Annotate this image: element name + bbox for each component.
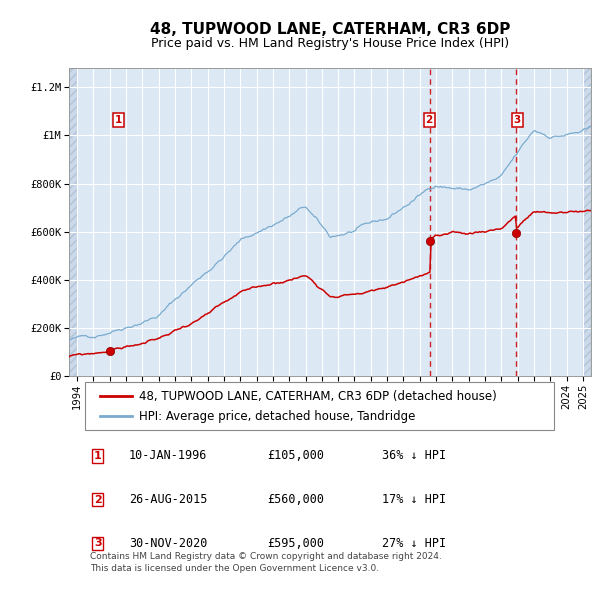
Text: 1: 1 <box>94 451 101 461</box>
Text: 36% ↓ HPI: 36% ↓ HPI <box>382 450 446 463</box>
Text: 2: 2 <box>94 494 101 504</box>
Bar <box>69 68 77 376</box>
Text: 3: 3 <box>94 539 101 549</box>
Text: 48, TUPWOOD LANE, CATERHAM, CR3 6DP: 48, TUPWOOD LANE, CATERHAM, CR3 6DP <box>150 22 510 37</box>
Text: 48, TUPWOOD LANE, CATERHAM, CR3 6DP (detached house): 48, TUPWOOD LANE, CATERHAM, CR3 6DP (det… <box>139 389 497 402</box>
Text: 30-NOV-2020: 30-NOV-2020 <box>129 537 208 550</box>
Bar <box>69 68 77 376</box>
Bar <box>583 68 591 376</box>
Text: £105,000: £105,000 <box>268 450 325 463</box>
Text: 10-JAN-1996: 10-JAN-1996 <box>129 450 208 463</box>
Text: £560,000: £560,000 <box>268 493 325 506</box>
Text: 2: 2 <box>425 114 433 124</box>
Text: 17% ↓ HPI: 17% ↓ HPI <box>382 493 446 506</box>
Text: Price paid vs. HM Land Registry's House Price Index (HPI): Price paid vs. HM Land Registry's House … <box>151 37 509 50</box>
Text: 27% ↓ HPI: 27% ↓ HPI <box>382 537 446 550</box>
Bar <box>583 68 591 376</box>
Text: HPI: Average price, detached house, Tandridge: HPI: Average price, detached house, Tand… <box>139 409 416 422</box>
FancyBboxPatch shape <box>85 382 554 430</box>
Text: £595,000: £595,000 <box>268 537 325 550</box>
Text: 1: 1 <box>115 114 122 124</box>
Text: 3: 3 <box>514 114 521 124</box>
Text: Contains HM Land Registry data © Crown copyright and database right 2024.
This d: Contains HM Land Registry data © Crown c… <box>90 552 442 573</box>
Text: 26-AUG-2015: 26-AUG-2015 <box>129 493 208 506</box>
